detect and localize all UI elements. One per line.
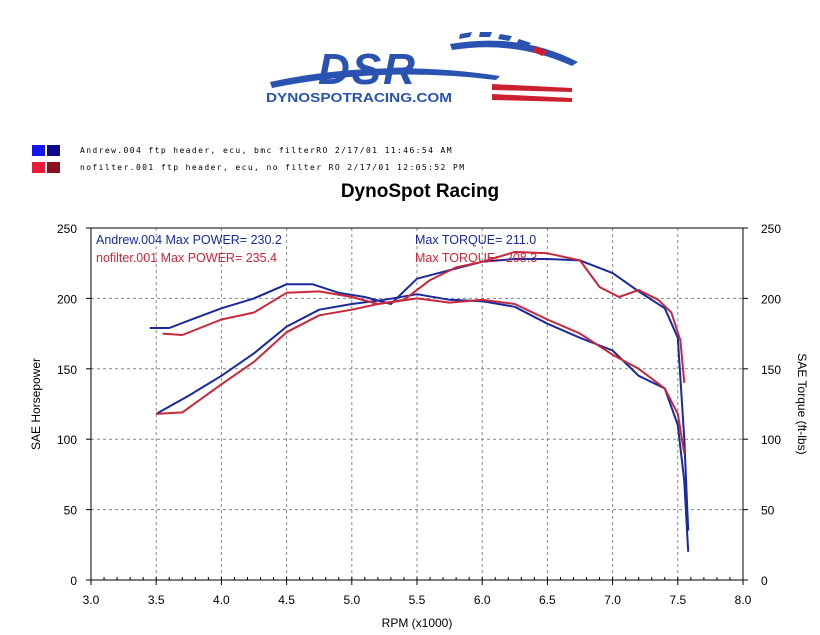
- chart-title: DynoSpot Racing: [340, 181, 500, 202]
- run1-swatch-light: [32, 144, 45, 156]
- y-tick-label-left: 50: [64, 504, 78, 518]
- y-tick-label-right: 250: [761, 222, 781, 236]
- legend-row-run2: nofilter.001 ftp header, ecu, no filter …: [32, 160, 465, 174]
- series-line-3: [162, 250, 686, 383]
- y-axis-title-right: SAE Torque (ft-lbs): [795, 353, 809, 454]
- y-tick-label-right: 0: [761, 574, 768, 588]
- x-tick-label: 5.0: [343, 593, 360, 607]
- x-tick-label: 6.5: [539, 593, 556, 607]
- y-tick-label-left: 250: [57, 222, 77, 236]
- legend-row-run1: Andrew.004 ftp header, ecu, bmc filterRO…: [32, 143, 453, 157]
- y-tick-label-left: 0: [70, 574, 77, 588]
- y-tick-label-left: 150: [57, 363, 77, 377]
- y-axis-title-left: SAE Horsepower: [29, 358, 43, 450]
- x-tick-label: 5.5: [409, 593, 426, 607]
- x-tick-label: 7.5: [669, 593, 686, 607]
- y-tick-label-left: 200: [57, 292, 77, 306]
- annotation-1: Max TORQUE= 211.0: [415, 233, 536, 247]
- x-tick-label: 3.0: [83, 593, 100, 607]
- legend-text-run2: nofilter.001 ftp header, ecu, no filter …: [80, 162, 466, 172]
- x-tick-label: 3.5: [148, 593, 165, 607]
- y-tick-label-right: 200: [761, 292, 781, 306]
- x-tick-label: 7.0: [604, 593, 621, 607]
- x-tick-label: 8.0: [735, 593, 752, 607]
- x-tick-label: 6.0: [474, 593, 491, 607]
- annotation-3: Max TORQUE= 208.3: [415, 251, 537, 265]
- run2-swatch-dark: [47, 161, 60, 173]
- run2-swatch-light: [32, 161, 45, 173]
- y-tick-label-right: 150: [761, 363, 781, 377]
- logo-site: DYNOSPOTRACING.COM: [266, 90, 452, 105]
- logo-brand: DSR: [318, 45, 417, 94]
- y-tick-label-right: 50: [761, 504, 775, 518]
- dsr-logo: DSR DYNOSPOTRACING.COM: [266, 32, 578, 105]
- y-tick-label-right: 100: [761, 433, 781, 447]
- annotation-0: Andrew.004 Max POWER= 230.2: [96, 233, 282, 247]
- x-tick-label: 4.0: [213, 593, 230, 607]
- annotation-2: nofilter.001 Max POWER= 235.4: [96, 251, 277, 265]
- y-tick-label-left: 100: [57, 433, 77, 447]
- x-tick-label: 4.5: [278, 593, 295, 607]
- run1-swatch-dark: [47, 144, 60, 156]
- series-line-1: [149, 258, 690, 531]
- legend-text-run1: Andrew.004 ftp header, ecu, bmc filterRO…: [80, 145, 453, 155]
- series-line-0: [155, 293, 690, 552]
- x-axis-title: RPM (x1000): [382, 616, 453, 630]
- series-line-2: [156, 297, 686, 454]
- logo-swoosh-icon: [270, 32, 578, 102]
